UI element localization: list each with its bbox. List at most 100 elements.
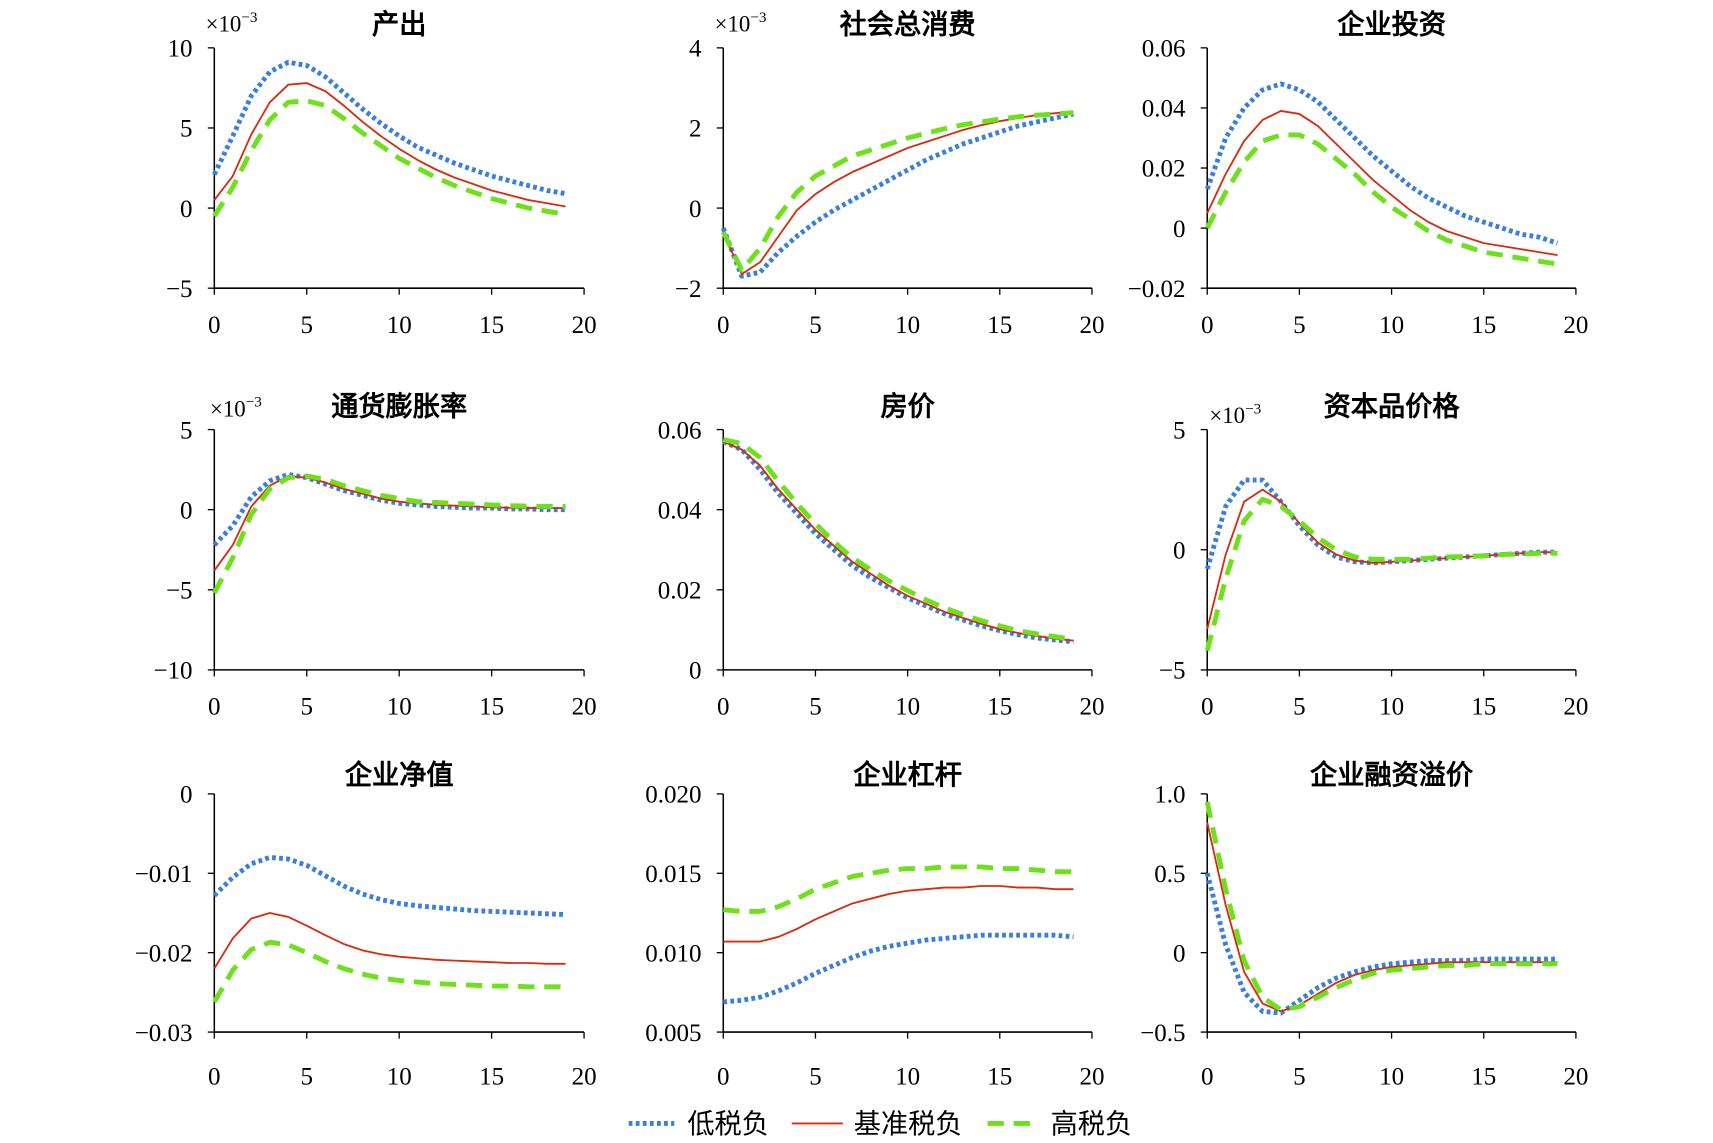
series-line-low-tax (212, 854, 566, 918)
legend-label: 低税负 (687, 1109, 769, 1139)
chart-title: 资本品价格 (1324, 391, 1461, 421)
multiplier-base: ×10 (206, 12, 242, 37)
x-tick-label: 10 (1379, 1063, 1404, 1090)
x-tick-label: 10 (387, 1063, 412, 1090)
chart-title: 产出 (372, 10, 426, 40)
x-tick-label: 15 (1471, 1063, 1496, 1090)
series-line-high-tax (212, 98, 567, 218)
x-tick-label: 0 (208, 312, 221, 339)
y-tick-label: 0 (1173, 940, 1186, 967)
series-line-high-tax (1204, 496, 1558, 652)
x-tick-label: 0 (1201, 312, 1214, 339)
y-tick-label: 0.02 (1142, 156, 1186, 183)
series-line-baseline-tax (1206, 110, 1558, 257)
series-line-baseline-tax (1206, 822, 1558, 1013)
x-tick-label: 15 (1471, 694, 1496, 721)
series-line-low-tax (720, 111, 1075, 279)
x-tick-label: 15 (987, 312, 1012, 339)
x-tick-label: 20 (572, 312, 597, 339)
axis-multiplier-label: ×10−3 (715, 9, 767, 37)
y-tick-label: −2 (675, 276, 702, 303)
multiplier-base: ×10 (715, 12, 751, 37)
multiplier-base: ×10 (1209, 403, 1245, 428)
y-tick-label: −5 (1159, 658, 1186, 685)
y-tick-label: 0 (1173, 216, 1186, 243)
x-tick-label: 5 (809, 694, 822, 721)
x-tick-label: 5 (809, 1063, 822, 1090)
series-line-baseline-tax (722, 111, 1074, 276)
y-tick-label: −10 (153, 658, 192, 685)
legend-item-baseline-tax: 基准税负 (791, 1109, 962, 1139)
y-tick-label: 5 (180, 417, 193, 444)
x-tick-label: 10 (895, 312, 920, 339)
chart-panel-financing-premium: 企业融资溢价 1.0 0.5 0 −0.5 0 5 10 15 20 (1140, 759, 1588, 1090)
y-tick-label: 5 (180, 116, 193, 143)
legend: 低税负 基准税负 高税负 (628, 1109, 1132, 1139)
axis-multiplier-label: ×10−3 (210, 394, 262, 422)
multiplier-exponent: −3 (1245, 400, 1262, 417)
y-tick-label: −0.03 (135, 1020, 193, 1047)
series-line-high-tax (723, 864, 1074, 914)
chart-title: 通货膨胀率 (331, 390, 467, 421)
y-tick-label: −0.02 (135, 940, 193, 967)
y-tick-label: 0 (1173, 537, 1186, 564)
y-tick-label: 0.04 (1142, 96, 1186, 123)
y-tick-label: 2 (689, 116, 702, 143)
x-tick-label: 0 (1201, 694, 1214, 721)
series-line-baseline-tax (213, 475, 566, 572)
x-tick-label: 15 (479, 312, 504, 339)
series-line-low-tax (1204, 872, 1558, 1016)
x-tick-label: 0 (208, 694, 221, 721)
chart-panel-investment: 企业投资 0.06 0.04 0.02 0 −0.02 0 5 10 15 20 (1128, 9, 1589, 339)
x-tick-label: 0 (717, 1063, 730, 1090)
x-tick-label: 5 (301, 694, 314, 721)
series-line-baseline-tax (213, 912, 566, 970)
axis-multiplier-label: ×10−3 (1209, 400, 1261, 428)
x-tick-label: 20 (1563, 312, 1588, 339)
y-tick-label: −5 (166, 578, 193, 605)
series-line-low-tax (723, 932, 1074, 1005)
chart-panel-house-price: 房价 0.06 0.04 0.02 00 5 10 15 20 (658, 391, 1105, 720)
y-tick-label: 0.005 (645, 1020, 701, 1047)
multiplier-exponent: −3 (750, 9, 767, 26)
x-tick-label: 0 (717, 694, 730, 721)
x-tick-label: 20 (572, 1063, 597, 1090)
y-tick-label: 0.06 (658, 417, 702, 444)
y-tick-label: 0.04 (658, 497, 702, 524)
x-tick-label: 5 (1293, 694, 1306, 721)
x-tick-label: 15 (987, 1063, 1012, 1090)
x-tick-label: 20 (1563, 694, 1588, 721)
x-tick-label: 0 (717, 312, 730, 339)
series-line-high-tax (722, 437, 1074, 642)
legend-item-low-tax: 低税负 (628, 1109, 769, 1139)
series-line-low-tax (212, 471, 566, 547)
series-line-high-tax (212, 473, 566, 595)
x-tick-label: 20 (1079, 312, 1104, 339)
chart-title: 企业杠杆 (853, 759, 962, 790)
x-tick-label: 5 (1293, 312, 1306, 339)
multiplier-exponent: −3 (241, 9, 258, 26)
series-line-high-tax (212, 939, 566, 1004)
y-tick-label: 0.010 (645, 940, 701, 967)
x-tick-label: 5 (301, 1063, 314, 1090)
series-line-high-tax (1205, 132, 1558, 267)
x-tick-label: 15 (1471, 312, 1496, 339)
x-tick-label: 5 (809, 312, 822, 339)
x-tick-label: 10 (895, 694, 920, 721)
x-tick-label: 15 (479, 1063, 504, 1090)
y-tick-label: 0.020 (645, 782, 701, 809)
x-tick-label: 20 (1079, 1063, 1104, 1090)
x-tick-label: 20 (1079, 694, 1104, 721)
y-tick-label: 4 (689, 36, 702, 63)
x-tick-label: 10 (895, 1063, 920, 1090)
chart-title: 企业融资溢价 (1310, 759, 1474, 790)
chart-title: 房价 (880, 391, 935, 421)
y-tick-label: 0.02 (658, 578, 702, 605)
y-tick-label: −0.01 (135, 861, 193, 888)
chart-panel-firm-net-worth: 企业净值 0 −0.01 −0.02 −0.03 0 5 10 15 20 (135, 759, 597, 1090)
y-tick-label: 0 (180, 782, 193, 809)
chart-panel-firm-leverage: 企业杠杆 0.020 0.015 0.010 0.005 0 5 10 15 20 (645, 759, 1104, 1090)
chart-title: 社会总消费 (840, 9, 976, 40)
y-tick-label: −0.02 (1128, 276, 1186, 303)
